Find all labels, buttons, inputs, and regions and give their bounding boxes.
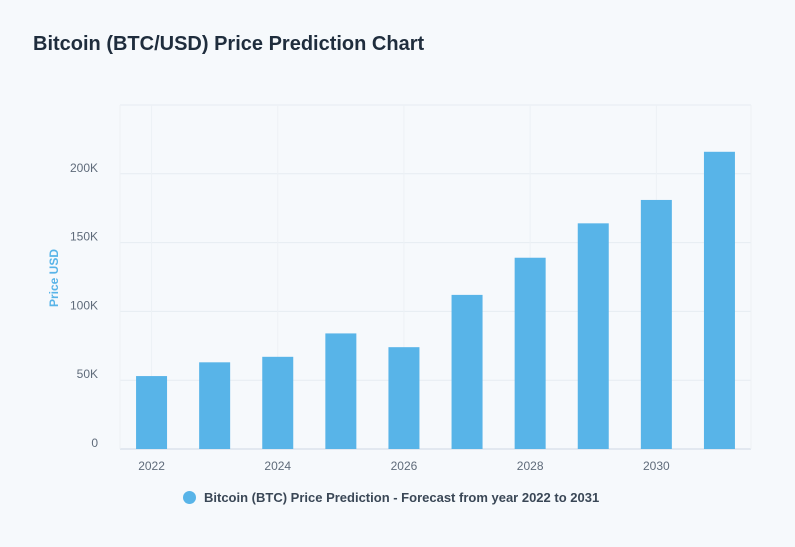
legend-label: Bitcoin (BTC) Price Prediction - Forecas… — [204, 490, 600, 505]
x-tick-label: 2030 — [643, 459, 670, 473]
x-tick-label: 2026 — [391, 459, 418, 473]
bar-2022[interactable] — [136, 376, 168, 449]
x-tick-label: 2028 — [517, 459, 544, 473]
legend[interactable]: Bitcoin (BTC) Price Prediction - Forecas… — [183, 490, 599, 505]
bar-2027[interactable] — [451, 294, 483, 449]
y-tick-label: 150K — [70, 230, 98, 244]
chart-title: Bitcoin (BTC/USD) Price Prediction Chart — [33, 33, 425, 55]
y-tick-label: 50K — [77, 367, 98, 381]
bar-2028[interactable] — [514, 257, 546, 449]
chart-ticks: 0 50K 100K 150K 200K 2022 2024 2026 2028 2030 — [70, 161, 670, 473]
bar-2024[interactable] — [262, 356, 294, 449]
bar-2031[interactable] — [703, 151, 735, 449]
bar-2030[interactable] — [640, 199, 672, 449]
y-tick-label: 100K — [70, 298, 98, 312]
x-tick-label: 2022 — [138, 459, 165, 473]
bar-2026[interactable] — [388, 347, 420, 449]
bar-2029[interactable] — [577, 223, 609, 449]
x-tick-label: 2024 — [264, 459, 291, 473]
bar-2023[interactable] — [199, 362, 231, 449]
chart-bars — [136, 151, 735, 449]
y-axis-label: Price USD — [47, 249, 61, 307]
bar-2025[interactable] — [325, 333, 357, 449]
y-tick-label: 0 — [91, 436, 98, 450]
y-tick-label: 200K — [70, 161, 98, 175]
legend-marker — [183, 491, 196, 504]
